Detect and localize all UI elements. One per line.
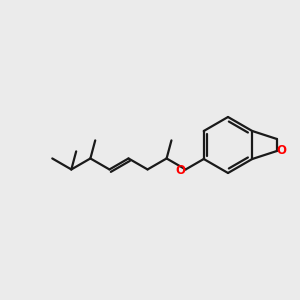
Text: O: O: [277, 143, 287, 157]
Text: O: O: [176, 164, 186, 177]
